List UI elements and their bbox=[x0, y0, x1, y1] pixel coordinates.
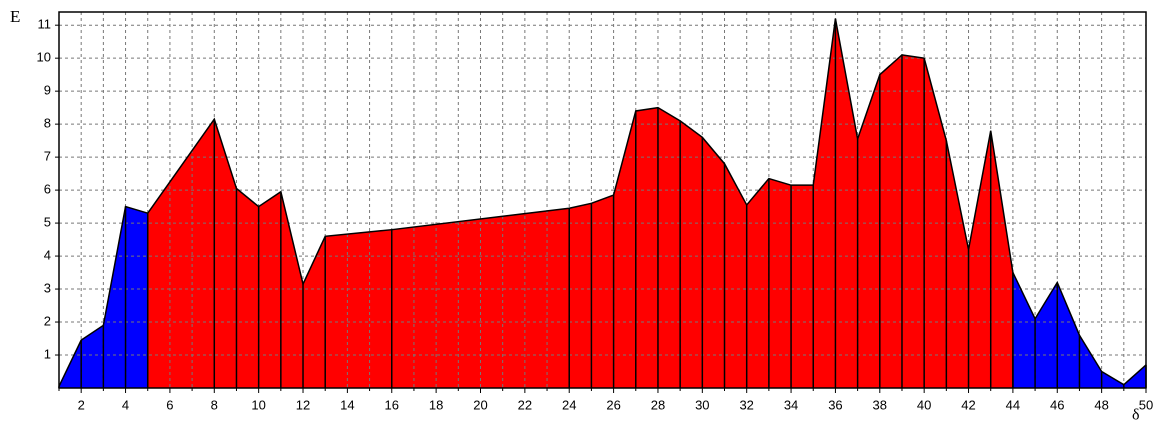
outline bbox=[147, 18, 1014, 287]
y-tick-label: 2 bbox=[44, 313, 51, 328]
x-tick-label: 20 bbox=[473, 397, 487, 412]
y-tick-label: 11 bbox=[38, 17, 52, 32]
x-tick-label: 44 bbox=[1006, 397, 1020, 412]
y-tick-label: 6 bbox=[44, 182, 51, 197]
x-tick-label: 24 bbox=[562, 397, 576, 412]
x-tick-label: 48 bbox=[1094, 397, 1108, 412]
y-tick-label: 4 bbox=[44, 248, 51, 263]
x-tick-label: 16 bbox=[385, 397, 399, 412]
x-tick-label: 18 bbox=[429, 397, 443, 412]
y-tick-label: 7 bbox=[44, 149, 51, 164]
x-tick-label: 8 bbox=[211, 397, 218, 412]
plot-frame bbox=[58, 11, 1147, 389]
area bbox=[147, 18, 1013, 388]
x-axis-label: δ bbox=[1132, 407, 1140, 424]
y-tick-label: 3 bbox=[44, 280, 51, 295]
x-tick-label: 22 bbox=[518, 397, 532, 412]
y-axis-label: E bbox=[10, 7, 20, 26]
x-tick-label: 42 bbox=[961, 397, 975, 412]
x-tick-label: 46 bbox=[1050, 397, 1064, 412]
x-tick-label: 36 bbox=[828, 397, 842, 412]
x-tick-label: 2 bbox=[78, 397, 85, 412]
outline bbox=[58, 205, 1147, 387]
x-tick-label: 40 bbox=[917, 397, 931, 412]
y-tick-label: 5 bbox=[44, 215, 51, 230]
x-tick-label: 38 bbox=[873, 397, 887, 412]
x-tick-label: 32 bbox=[739, 397, 753, 412]
x-tick-label: 12 bbox=[296, 397, 310, 412]
y-tick-label: 9 bbox=[44, 83, 51, 98]
x-tick-label: 10 bbox=[251, 397, 265, 412]
x-tick-label: 34 bbox=[784, 397, 798, 412]
y-tick-label: 1 bbox=[44, 346, 51, 361]
x-tick-label: 26 bbox=[606, 397, 620, 412]
x-tick-label: 50 bbox=[1139, 397, 1153, 412]
y-tick-label: 8 bbox=[44, 116, 51, 131]
y-tick-label: 10 bbox=[37, 50, 51, 65]
x-tick-label: 4 bbox=[122, 397, 129, 412]
x-tick-label: 14 bbox=[340, 397, 354, 412]
x-tick-label: 30 bbox=[695, 397, 709, 412]
x-tick-label: 6 bbox=[166, 397, 173, 412]
x-tick-label: 28 bbox=[651, 397, 665, 412]
